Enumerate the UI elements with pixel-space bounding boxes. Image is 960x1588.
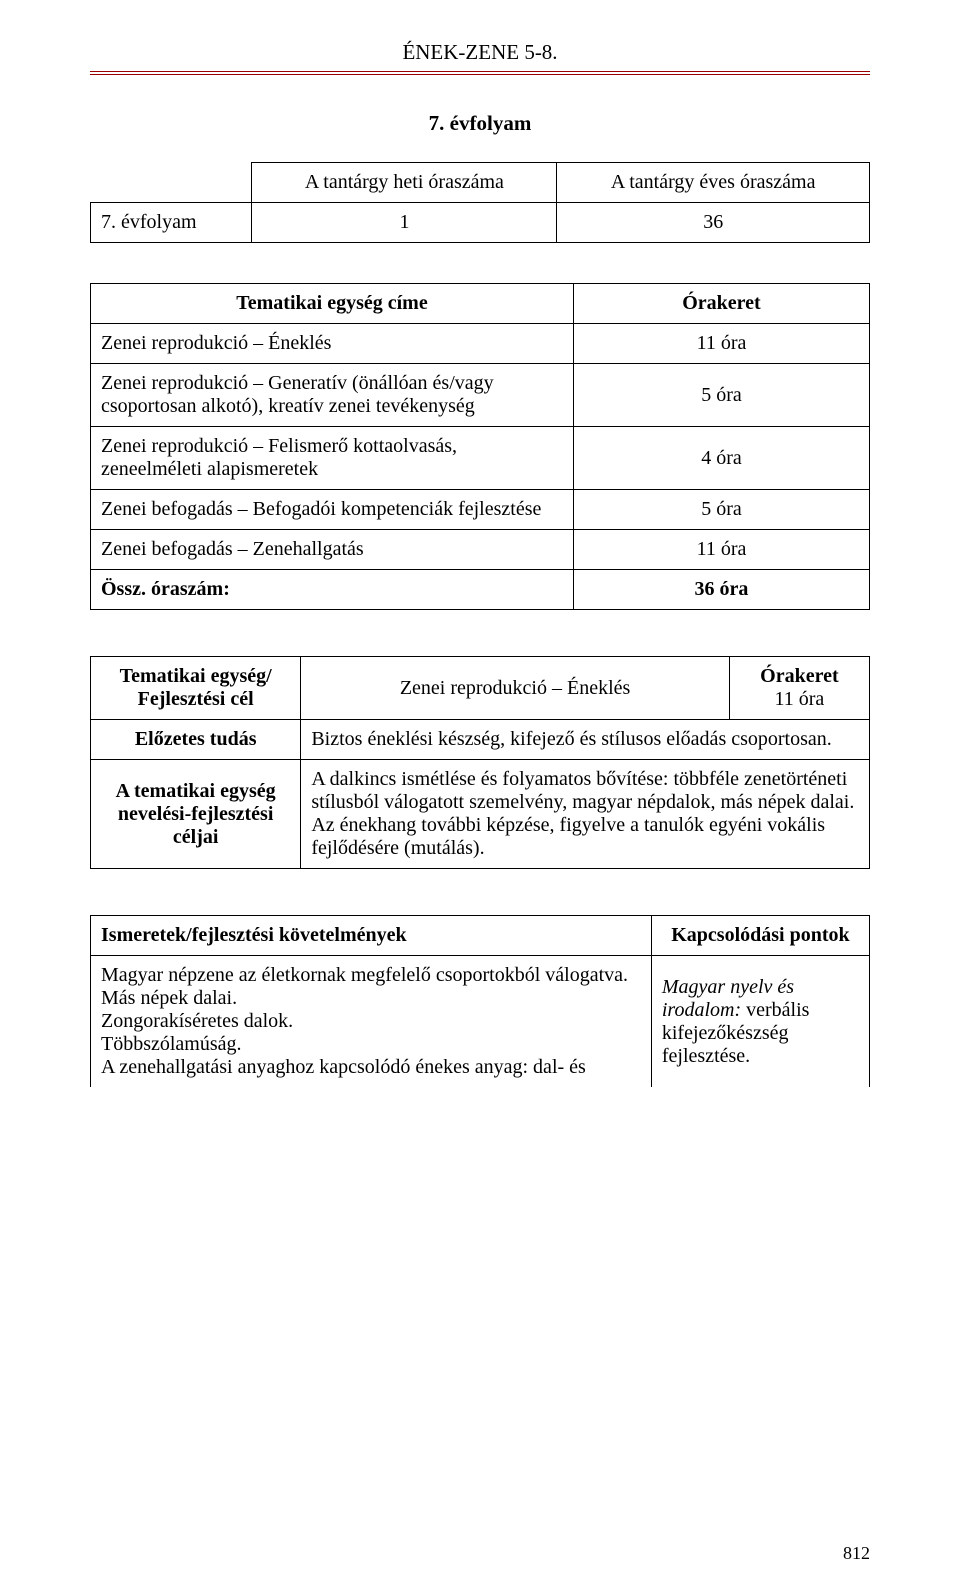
detail-prior-knowledge: Biztos éneklési készség, kifejező és stí… bbox=[301, 720, 870, 760]
table-row: Zenei reprodukció – Felismerő kottaolvas… bbox=[91, 427, 870, 490]
unit-hours: 11 óra bbox=[573, 324, 869, 364]
empty-cell bbox=[91, 163, 252, 203]
unit-hours: 11 óra bbox=[573, 530, 869, 570]
table-row: Zenei reprodukció – Generatív (önállóan … bbox=[91, 364, 870, 427]
table-row: Előzetes tudás Biztos éneklési készség, … bbox=[91, 720, 870, 760]
requirements-table: Ismeretek/fejlesztési követelmények Kapc… bbox=[90, 915, 870, 1087]
weekly-hours-value: 1 bbox=[252, 203, 557, 243]
connections-body: Magyar nyelv és irodalom: verbális kifej… bbox=[651, 956, 869, 1088]
timeframe-value: 11 óra bbox=[774, 688, 824, 710]
spacer bbox=[90, 243, 870, 283]
total-label: Össz. óraszám: bbox=[91, 570, 574, 610]
detail-left-label: A tematikai egység nevelési-fejlesztési … bbox=[91, 760, 301, 869]
requirements-body: Magyar népzene az életkornak megfelelő c… bbox=[91, 956, 652, 1088]
unit-title-header: Tematikai egység címe bbox=[91, 284, 574, 324]
timeframe-label: Órakeret bbox=[760, 665, 839, 687]
unit-label: Zenei befogadás – Zenehallgatás bbox=[91, 530, 574, 570]
requirements-header: Ismeretek/fejlesztési követelmények bbox=[91, 916, 652, 956]
hours-table: A tantárgy heti óraszáma A tantárgy éves… bbox=[90, 162, 870, 243]
table-row: Magyar népzene az életkornak megfelelő c… bbox=[91, 956, 870, 1088]
yearly-hours-header: A tantárgy éves óraszáma bbox=[557, 163, 870, 203]
unit-hours: 5 óra bbox=[573, 490, 869, 530]
detail-left-label: Tematikai egység/ Fejlesztési cél bbox=[91, 657, 301, 720]
detail-left-label: Előzetes tudás bbox=[91, 720, 301, 760]
table-header-row: Ismeretek/fejlesztési követelmények Kapc… bbox=[91, 916, 870, 956]
page-number: 812 bbox=[843, 1543, 870, 1564]
connections-header: Kapcsolódási pontok bbox=[651, 916, 869, 956]
weekly-hours-header: A tantárgy heti óraszáma bbox=[252, 163, 557, 203]
unit-label: Zenei reprodukció – Éneklés bbox=[91, 324, 574, 364]
table-row: 7. évfolyam 1 36 bbox=[91, 203, 870, 243]
detail-goals: A dalkincs ismétlése és folyamatos bővít… bbox=[301, 760, 870, 869]
thematic-units-table: Tematikai egység címe Órakeret Zenei rep… bbox=[90, 283, 870, 610]
table-row: Zenei befogadás – Zenehallgatás 11 óra bbox=[91, 530, 870, 570]
unit-label: Zenei reprodukció – Generatív (önállóan … bbox=[91, 364, 574, 427]
table-total-row: Össz. óraszám: 36 óra bbox=[91, 570, 870, 610]
timeframe-header: Órakeret bbox=[573, 284, 869, 324]
total-hours: 36 óra bbox=[573, 570, 869, 610]
unit-hours: 4 óra bbox=[573, 427, 869, 490]
page-header-title: ÉNEK-ZENE 5-8. bbox=[90, 40, 870, 65]
section-heading: 7. évfolyam bbox=[90, 111, 870, 136]
table-row: A tantárgy heti óraszáma A tantárgy éves… bbox=[91, 163, 870, 203]
unit-label: Zenei befogadás – Befogadói kompetenciák… bbox=[91, 490, 574, 530]
page: ÉNEK-ZENE 5-8. 7. évfolyam A tantárgy he… bbox=[0, 0, 960, 1588]
unit-hours: 5 óra bbox=[573, 364, 869, 427]
table-row: A tematikai egység nevelési-fejlesztési … bbox=[91, 760, 870, 869]
table-header-row: Tematikai egység címe Órakeret bbox=[91, 284, 870, 324]
yearly-hours-value: 36 bbox=[557, 203, 870, 243]
header-rule bbox=[90, 71, 870, 75]
detail-subject: Zenei reprodukció – Éneklés bbox=[301, 657, 729, 720]
table-row: Tematikai egység/ Fejlesztési cél Zenei … bbox=[91, 657, 870, 720]
table-row: Zenei reprodukció – Éneklés 11 óra bbox=[91, 324, 870, 364]
unit-label: Zenei reprodukció – Felismerő kottaolvas… bbox=[91, 427, 574, 490]
grade-label: 7. évfolyam bbox=[91, 203, 252, 243]
table-row: Zenei befogadás – Befogadói kompetenciák… bbox=[91, 490, 870, 530]
detail-timeframe: Órakeret 11 óra bbox=[729, 657, 869, 720]
unit-detail-table: Tematikai egység/ Fejlesztési cél Zenei … bbox=[90, 656, 870, 869]
